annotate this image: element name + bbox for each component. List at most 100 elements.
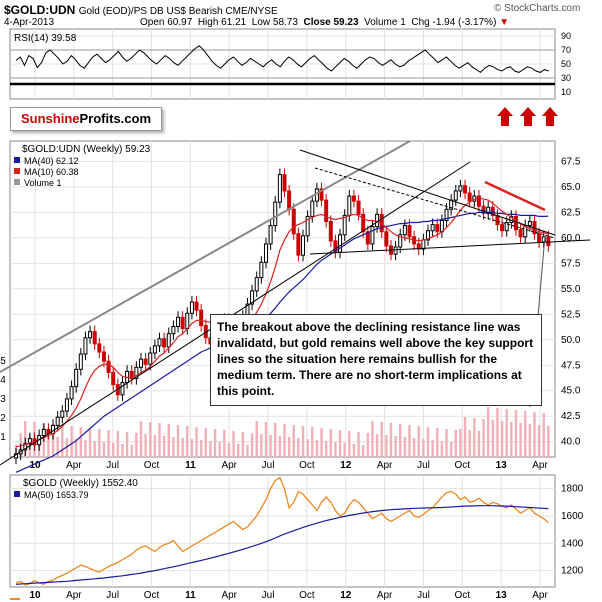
candle-body [106, 360, 111, 373]
volume-bar [343, 443, 346, 457]
price-legend-main: $GOLD:UDN (Weekly) 59.23 [22, 144, 151, 155]
candle-body [250, 290, 255, 305]
volume-bar [473, 418, 476, 457]
red-resistance-line [484, 180, 546, 212]
price-tick-label: 67.5 [561, 156, 581, 167]
volume-bar [172, 437, 175, 457]
candle-body [370, 226, 375, 245]
candle-body [157, 338, 162, 347]
volume-bar [463, 417, 467, 457]
volume-bar [496, 408, 499, 457]
volume-bar [260, 434, 263, 457]
rsi-tick-label: 90 [561, 31, 571, 41]
candle-body [171, 326, 176, 335]
volume-bar [375, 434, 379, 457]
candle-body [518, 229, 523, 238]
volume-bar [547, 426, 550, 457]
volume-bar [107, 430, 110, 457]
candle-body [97, 343, 102, 353]
volume-bar [153, 435, 157, 457]
volume-bar [218, 442, 221, 457]
volume-bar [112, 443, 115, 457]
volume-bar [324, 441, 328, 457]
candle-body [347, 195, 352, 216]
volume-bar [209, 441, 212, 457]
volume-bar [426, 427, 430, 457]
candle-body [504, 222, 509, 232]
candle-body [324, 199, 329, 223]
price-tick-label: 52.5 [561, 309, 581, 320]
candle-body [176, 316, 181, 328]
volume-bar [190, 439, 194, 457]
volume-tick-label: 2 [0, 413, 6, 424]
candle-body [83, 337, 88, 355]
price-tick-label: 60.0 [561, 233, 581, 244]
volume-bar [241, 432, 245, 457]
rsi-tick-label: 70 [561, 45, 571, 55]
candle-body [138, 358, 143, 368]
x-tick-label-gold: Jul [417, 590, 430, 601]
gold-tick-label: 1400 [561, 538, 584, 549]
candle-body [338, 234, 343, 253]
x-tick-label: Jul [417, 460, 430, 471]
volume-bar [412, 438, 416, 457]
candle-body [421, 239, 426, 250]
volume-bar [329, 429, 332, 457]
volume-bar [274, 423, 277, 457]
candle-body [162, 338, 167, 348]
gold-tick-label: 1600 [561, 511, 584, 522]
volume-bar [459, 429, 462, 457]
candle-body [41, 428, 46, 437]
rsi-tick-label: 50 [561, 59, 571, 69]
volume-bar [250, 433, 254, 457]
long-uptrend-line [0, 161, 471, 466]
candle-body [365, 231, 370, 245]
x-tick-label: Jul [106, 460, 119, 471]
candle-body [444, 208, 449, 222]
volume-bar [135, 433, 138, 457]
rsi-line [15, 45, 549, 74]
candle-body [152, 345, 157, 354]
volume-bar [301, 426, 305, 457]
volume-bar [51, 424, 55, 457]
candle-body [60, 410, 65, 418]
volume-tick-label: 3 [0, 394, 6, 405]
volume-bar [542, 413, 545, 457]
candle-body [199, 309, 204, 327]
volume-bar [102, 442, 106, 457]
volume-bar [144, 434, 147, 457]
candle-body [55, 416, 60, 426]
gold-tick-label: 1800 [561, 484, 584, 495]
price-tick-label: 45.0 [561, 386, 581, 397]
gold-panel [9, 474, 556, 588]
candle-body [393, 246, 398, 255]
candle-body [189, 301, 194, 314]
candle-body [426, 230, 431, 241]
ma10-line [15, 197, 549, 448]
volume-bar [255, 421, 258, 457]
candle-body [476, 195, 481, 207]
price-tick-label: 65.0 [561, 182, 581, 193]
candle-body [180, 316, 185, 330]
candle-body [398, 234, 403, 248]
copyright: © StockCharts.com [494, 3, 581, 14]
legend-swatch-ma40 [14, 157, 20, 163]
candle-body [481, 205, 486, 214]
volume-bar [436, 428, 439, 457]
candle-body [74, 368, 79, 388]
candle-body [495, 214, 500, 226]
candle-body [273, 201, 278, 227]
candle-body [268, 225, 273, 245]
gold-tick-label: 1200 [561, 566, 584, 577]
volume-bar [528, 424, 532, 457]
volume-bar [121, 444, 124, 457]
legend-swatch-ma50 [14, 491, 20, 497]
volume-bar [482, 419, 485, 457]
volume-bar [371, 421, 374, 457]
candle-body [120, 382, 125, 396]
price-tick-label: 55.0 [561, 284, 581, 295]
candle-body [296, 233, 301, 256]
volume-bar [519, 423, 522, 457]
price-legend-ma40: MA(40) 62.12 [24, 156, 79, 166]
volume-bar [394, 436, 397, 457]
